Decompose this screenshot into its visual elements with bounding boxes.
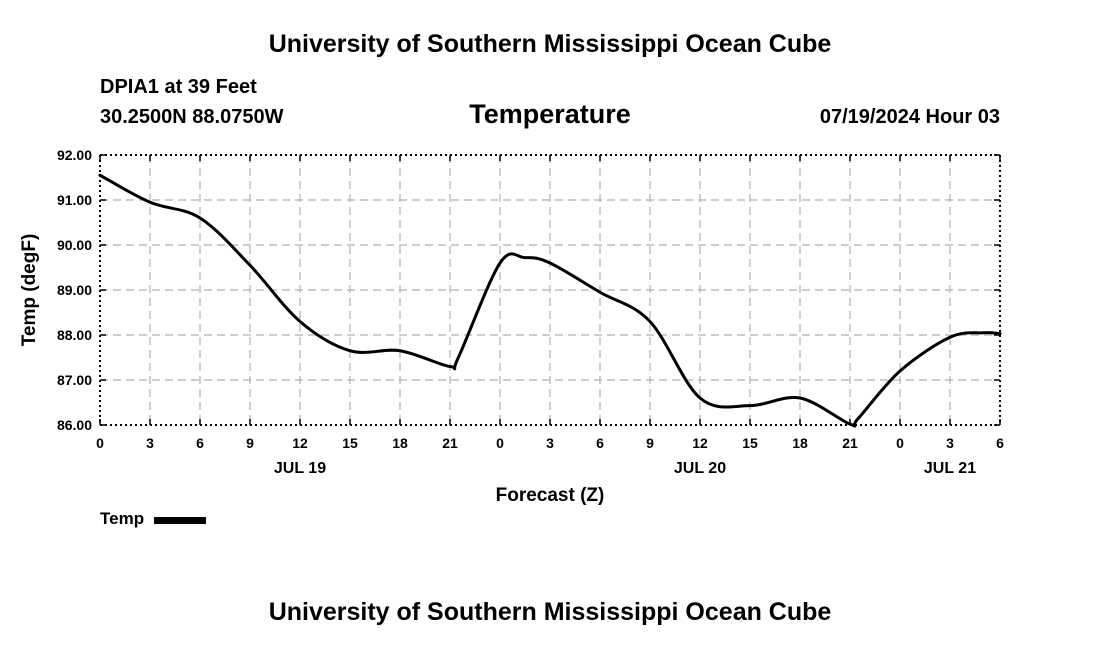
y-tick-label: 90.00	[57, 237, 92, 253]
y-tick-label: 91.00	[57, 192, 92, 208]
x-tick-label: 15	[342, 435, 358, 451]
x-axis-title: Forecast (Z)	[496, 485, 605, 506]
x-tick-label: 12	[292, 435, 308, 451]
series-line-temp	[98, 173, 1002, 428]
x-tick-label: 12	[692, 435, 708, 451]
x-date-label: JUL 19	[274, 460, 326, 477]
x-tick-label: 0	[896, 435, 904, 451]
y-tick-label: 88.00	[57, 327, 92, 343]
legend-line-swatch	[154, 516, 207, 524]
y-tick-label: 92.00	[57, 147, 92, 163]
x-tick-label: 0	[96, 435, 104, 451]
station-label: DPIA1 at 39 Feet	[100, 76, 257, 98]
x-date-label: JUL 20	[674, 460, 726, 477]
x-tick-label: 0	[496, 435, 504, 451]
x-date-label: JUL 21	[924, 460, 976, 477]
y-tick-label: 89.00	[57, 282, 92, 298]
x-tick-label: 15	[742, 435, 758, 451]
x-tick-label: 21	[442, 435, 458, 451]
page-title: University of Southern Mississippi Ocean…	[268, 30, 832, 58]
x-tick-label: 21	[842, 435, 858, 451]
x-tick-label: 18	[792, 435, 808, 451]
chart-legend: Temp	[100, 509, 207, 529]
x-tick-label: 9	[246, 435, 254, 451]
x-tick-label: 6	[196, 435, 204, 451]
x-tick-label: 3	[546, 435, 554, 451]
forecast-datetime: 07/19/2024 Hour 03	[819, 106, 1000, 128]
x-tick-label: 6	[996, 435, 1004, 451]
x-tick-label: 18	[392, 435, 408, 451]
y-tick-label: 86.00	[57, 417, 92, 433]
footer-title: University of Southern Mississippi Ocean…	[268, 598, 832, 626]
x-tick-label: 6	[596, 435, 604, 451]
y-axis-title: Temp (degF)	[19, 234, 40, 347]
station-coordinates: 30.2500N 88.0750W	[100, 106, 284, 128]
x-tick-label: 9	[646, 435, 654, 451]
y-tick-label: 87.00	[57, 372, 92, 388]
x-tick-label: 3	[146, 435, 154, 451]
chart-title: Temperature	[469, 99, 631, 129]
legend-label: Temp	[100, 509, 145, 528]
x-tick-label: 3	[946, 435, 954, 451]
